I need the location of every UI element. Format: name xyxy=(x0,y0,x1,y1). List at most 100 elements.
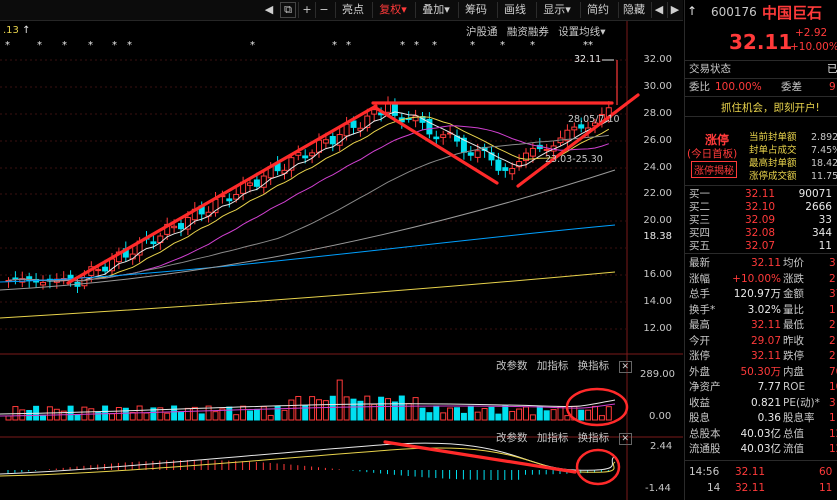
candle-body xyxy=(350,120,357,128)
quote-row: 今开 29.07 昨收 2 xyxy=(689,334,836,347)
bid-row[interactable]: 买二 32.10 2666 xyxy=(689,201,832,213)
volume-bar xyxy=(233,414,240,421)
add-indicator-link[interactable]: 加指标 xyxy=(536,360,569,372)
close-icon[interactable]: ✕ xyxy=(618,361,633,373)
hide-button[interactable]: 隐藏 xyxy=(618,2,649,18)
candle-body xyxy=(509,168,516,175)
volume-bar xyxy=(205,405,212,421)
next-window-button[interactable]: ▶ xyxy=(667,2,682,18)
candle-body xyxy=(488,152,495,161)
display-button[interactable]: 显示▾ xyxy=(536,2,577,18)
volume-bar xyxy=(474,411,481,421)
zoom-out-button[interactable]: − xyxy=(315,2,332,18)
volume-bar xyxy=(557,406,564,421)
quote-panel: ↑ 600176 中国巨石 32.11 +2.92 +10.00% 交易状态 已… xyxy=(684,0,837,500)
volume-bar xyxy=(336,379,343,421)
draw-line-button[interactable]: 画线 xyxy=(497,2,532,18)
drawn-trendlines[interactable] xyxy=(66,93,640,474)
bid-row[interactable]: 买三 32.09 33 xyxy=(689,214,832,226)
candle-body xyxy=(523,152,529,162)
volume-bar xyxy=(502,405,509,421)
switch-indicator-link[interactable]: 换指标 xyxy=(577,360,610,372)
margin-trading-link[interactable]: 融资融券 xyxy=(506,26,549,38)
limit-up-reveal-button[interactable]: 涨停揭秘 xyxy=(691,161,737,178)
edit-params-link[interactable]: 改参数 xyxy=(496,432,528,444)
drawn-circles[interactable] xyxy=(565,387,629,486)
set-ma-link[interactable]: 设置均线▾ xyxy=(558,26,606,38)
mid-price-label: 23.03-25.30 xyxy=(545,154,603,165)
volume-bar xyxy=(171,405,178,421)
hk-connect-link[interactable]: 沪股通 xyxy=(466,26,498,38)
candle-body xyxy=(309,152,316,157)
layout-icon[interactable]: ⧉ xyxy=(280,2,296,18)
candle-body xyxy=(233,193,240,200)
bid-row[interactable]: 买四 32.08 344 xyxy=(689,227,832,239)
volume-bar xyxy=(178,411,184,421)
candle-body xyxy=(343,123,350,137)
overlay-button[interactable]: 叠加▾ xyxy=(415,2,456,18)
candle-body xyxy=(102,266,109,272)
switch-indicator-link[interactable]: 换指标 xyxy=(577,432,610,444)
volume-bar xyxy=(164,412,171,421)
candle-body xyxy=(385,103,391,113)
quote-row: 收益 0.821 PE(动)* 3 xyxy=(689,396,836,409)
menu-icon[interactable]: ↑ xyxy=(687,4,698,18)
volume-bar xyxy=(426,412,433,421)
candle-body xyxy=(26,276,33,281)
candle-body xyxy=(81,277,88,287)
close-icon[interactable]: ✕ xyxy=(618,433,633,445)
macd-dif xyxy=(0,442,616,475)
highlight-button[interactable]: 亮点 xyxy=(335,2,370,18)
volume-panel-toolbar: 改参数 加指标 换指标 ✕ xyxy=(496,358,633,373)
volume-bar xyxy=(122,407,129,421)
add-indicator-link[interactable]: 加指标 xyxy=(536,432,569,444)
zoom-in-button[interactable]: + xyxy=(298,2,315,18)
candle-body xyxy=(426,118,433,135)
volume-bar xyxy=(95,411,102,421)
adjust-button[interactable]: 复权▾ xyxy=(372,2,413,18)
order-ratio-row: 委比 100.00% 委差 9 xyxy=(689,81,836,93)
candle-body xyxy=(150,241,157,245)
open-account-promo[interactable]: 抓住机会，即刻开户! xyxy=(721,102,820,114)
volume-bar xyxy=(523,406,529,421)
volume-bar xyxy=(212,411,219,421)
limit-up-badge: 涨停 xyxy=(705,133,730,147)
right-price-label: 28.05/7.10 xyxy=(568,114,620,125)
macd-axis-top: 2.44 xyxy=(650,441,673,452)
bid-row[interactable]: 买五 32.07 11 xyxy=(689,240,832,252)
candle-body xyxy=(260,175,267,188)
trade-status-row: 交易状态 已 xyxy=(689,63,837,75)
chips-button[interactable]: 筹码 xyxy=(458,2,493,18)
candle-body xyxy=(440,134,447,138)
event-markers[interactable]: * * * * * * * * * * * * * * * ** xyxy=(5,40,593,51)
kline-chart-area[interactable] xyxy=(0,21,683,500)
nav-left-button[interactable]: ◀ xyxy=(264,3,274,16)
candlesticks xyxy=(5,96,612,294)
candle-body xyxy=(288,157,295,171)
limit-up-item: 最高封单额 18.42 xyxy=(749,158,837,169)
volume-bar xyxy=(509,410,516,421)
volume-bar xyxy=(226,406,233,421)
volume-bars xyxy=(0,379,616,421)
volume-bar xyxy=(564,415,571,421)
volume-bar xyxy=(578,409,585,421)
limit-up-item: 当前封单额 2.892 xyxy=(749,132,837,143)
volume-bar xyxy=(488,406,495,421)
quote-row: 最新 32.11 均价 3 xyxy=(689,257,836,269)
volume-bar xyxy=(516,408,523,421)
candle-body xyxy=(571,126,578,131)
bid-row[interactable]: 买一 32.11 90071 xyxy=(689,188,832,200)
tick-row: 14 32.11 11 xyxy=(707,482,833,494)
volume-bar xyxy=(316,399,322,421)
edit-params-link[interactable]: 改参数 xyxy=(496,360,528,372)
volume-bar xyxy=(184,407,191,421)
volume-bar xyxy=(302,405,309,421)
macd-axis-bottom: -1.44 xyxy=(645,483,671,494)
simple-button[interactable]: 简约 xyxy=(580,2,615,18)
prev-window-button[interactable]: ◀ xyxy=(651,2,666,18)
candle-body xyxy=(529,147,536,157)
quote-row: 最高 32.11 最低 2 xyxy=(689,319,836,331)
first-board-label: (今日首板) xyxy=(687,148,738,160)
limit-up-item: 涨停成交额 11.75 xyxy=(749,171,837,182)
